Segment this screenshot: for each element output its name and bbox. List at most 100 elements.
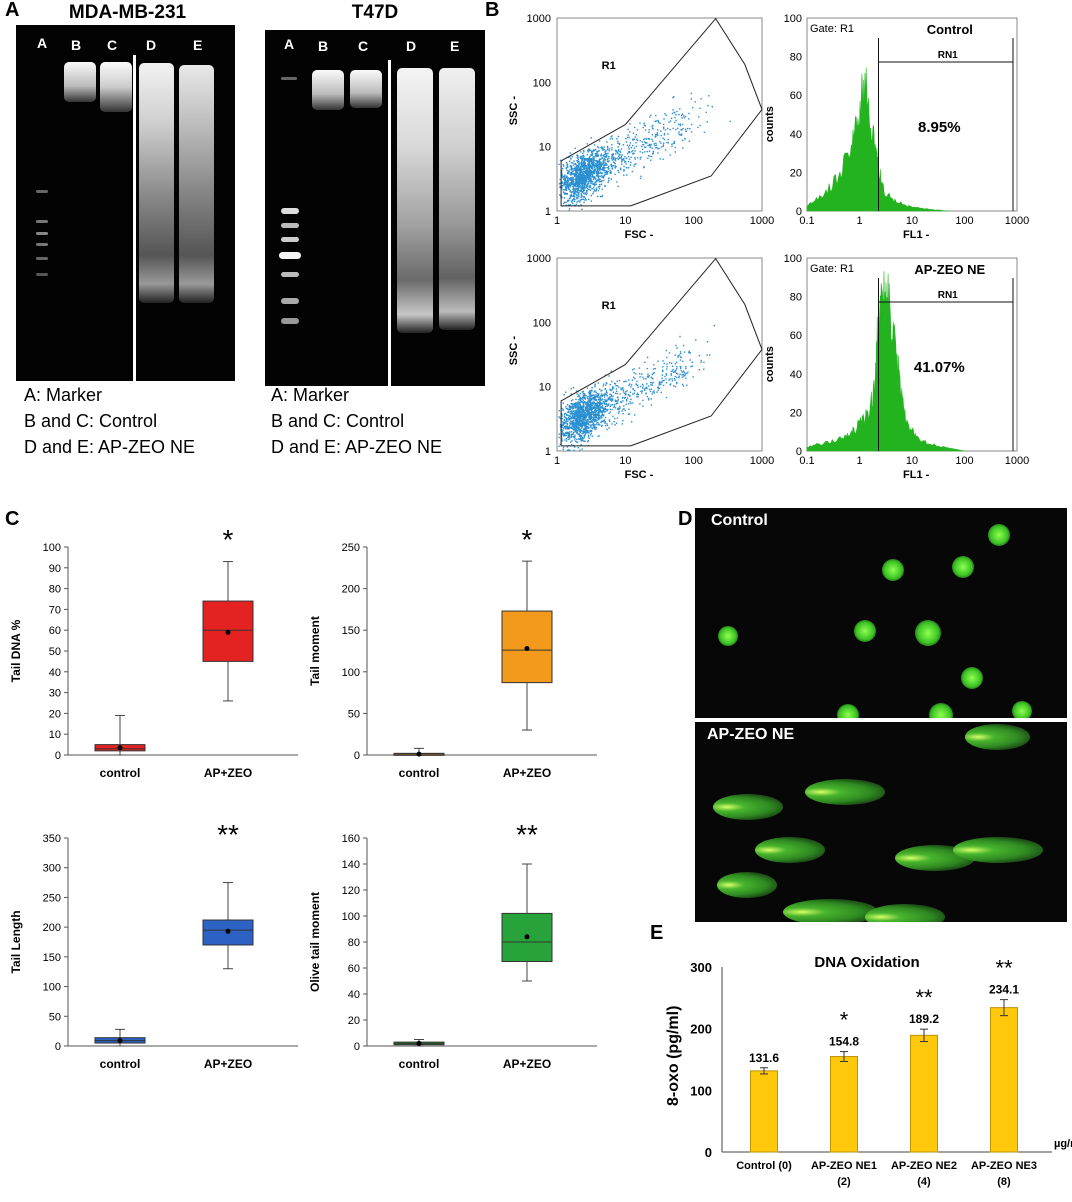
scatter-point xyxy=(578,166,580,168)
scatter-point xyxy=(571,427,574,430)
scatter-point xyxy=(589,429,591,432)
scatter-point xyxy=(653,368,655,370)
scatter-point xyxy=(562,427,565,429)
scatter-point xyxy=(569,156,571,158)
scatter-point xyxy=(594,386,596,388)
scatter-point xyxy=(650,388,653,390)
x-tick-label: 1000 xyxy=(1005,455,1029,467)
scatter-point xyxy=(652,140,654,142)
scatter-point xyxy=(588,161,590,164)
scatter-point xyxy=(600,158,602,160)
scatter-point xyxy=(584,434,586,436)
scatter-point xyxy=(587,412,589,414)
scatter-point xyxy=(576,167,579,170)
scatter-point xyxy=(561,196,563,199)
scatter-point xyxy=(586,169,588,171)
scatter-point xyxy=(597,179,600,181)
scatter-point xyxy=(579,399,581,401)
scatter-point xyxy=(597,405,599,407)
scatter-point xyxy=(575,168,577,170)
scatter-point xyxy=(595,148,597,151)
comet-tail xyxy=(805,779,885,805)
scatter-point xyxy=(596,167,599,169)
scatter-point xyxy=(584,187,587,189)
scatter-point xyxy=(681,117,683,119)
scatter-point xyxy=(558,410,561,412)
scatter-point xyxy=(615,400,618,402)
scatter-point xyxy=(676,376,678,379)
scatter-point xyxy=(691,361,693,364)
scatter-point xyxy=(573,416,575,418)
scatter-point xyxy=(581,155,584,157)
scatter-point xyxy=(612,156,615,159)
scatter-point xyxy=(669,128,671,131)
scatter-point xyxy=(658,381,661,384)
scatter-point xyxy=(618,410,620,413)
scatter-point xyxy=(580,414,582,416)
scatter-point xyxy=(577,421,579,423)
scatter-point xyxy=(680,352,682,355)
scatter-point xyxy=(601,155,603,157)
scatter-point xyxy=(663,134,666,136)
scatter-point xyxy=(673,385,675,387)
gel-legend-line: A: Marker xyxy=(24,385,103,405)
scatter-point xyxy=(639,385,642,388)
scatter-point xyxy=(614,392,617,394)
scatter-point xyxy=(592,403,595,405)
scatter-point xyxy=(594,383,596,385)
scatter-point xyxy=(666,363,668,365)
scatter-point xyxy=(585,402,587,404)
marker-band xyxy=(36,190,48,193)
lane-label: E xyxy=(450,38,460,54)
scatter-point xyxy=(583,418,585,420)
scatter-point xyxy=(585,432,587,434)
scatter-point xyxy=(580,171,583,174)
scatter-point xyxy=(591,387,593,389)
scatter-point xyxy=(663,128,665,130)
scatter-point xyxy=(589,163,591,166)
scatter-point xyxy=(617,386,620,388)
scatter-point xyxy=(597,153,599,155)
scatter-point xyxy=(620,401,623,404)
scatter-point xyxy=(593,407,595,410)
scatter-point xyxy=(559,194,561,196)
scatter-point xyxy=(648,144,651,146)
scatter-point xyxy=(561,415,563,417)
scatter-point xyxy=(600,403,602,405)
scatter-point xyxy=(588,188,590,191)
scatter-point xyxy=(575,426,577,429)
y-tick-label: 200 xyxy=(342,584,360,596)
scatter-point xyxy=(703,361,705,363)
scatter-point xyxy=(589,179,591,182)
scatter-point xyxy=(709,354,711,356)
scatter-point xyxy=(575,193,577,196)
scatter-point xyxy=(625,163,627,165)
scatter-point xyxy=(566,164,568,166)
category-label: control xyxy=(399,1057,440,1071)
gel-image-t47d: A B C D E xyxy=(265,30,485,386)
scatter-point xyxy=(578,165,580,167)
scatter-point xyxy=(583,397,585,399)
scatter-point xyxy=(583,424,585,426)
scatter-point xyxy=(578,415,581,417)
scatter-point xyxy=(567,428,569,430)
scatter-point xyxy=(609,396,611,398)
scatter-point xyxy=(594,390,596,392)
scatter-point xyxy=(593,391,595,393)
scatter-point xyxy=(625,403,627,405)
scatter-point xyxy=(604,399,607,402)
scatter-point xyxy=(629,123,631,125)
scatter-point xyxy=(575,180,578,182)
scatter-point xyxy=(578,409,580,411)
scatter-point xyxy=(616,138,618,140)
scatter-point xyxy=(576,157,578,159)
scatter-point xyxy=(672,371,675,373)
scatter-point xyxy=(572,195,575,197)
scatter-point xyxy=(597,173,599,176)
scatter-point xyxy=(575,430,577,432)
scatter-point xyxy=(580,415,582,418)
scatter-point xyxy=(657,120,659,123)
scatter-point xyxy=(587,397,589,400)
scatter-point xyxy=(625,391,627,393)
